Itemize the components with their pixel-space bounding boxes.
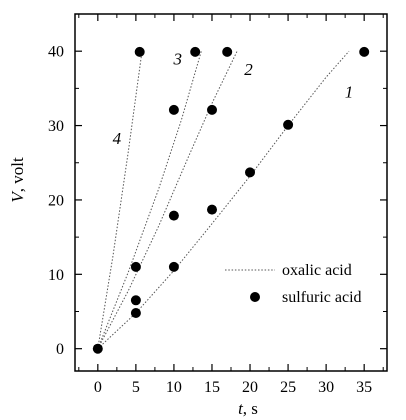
y-tick-label: 10 (48, 267, 64, 284)
y-tick-label: 20 (48, 192, 64, 209)
legend: oxalic acid sulfuric acid (225, 262, 362, 306)
data-point (130, 308, 141, 318)
x-tick-label: 20 (242, 379, 258, 396)
x-tick-label: 10 (166, 379, 182, 396)
data-point (130, 295, 141, 306)
y-tick-label: 30 (48, 118, 64, 135)
data-point (168, 104, 179, 115)
y-axis-var: V (8, 190, 27, 203)
points-layer (92, 46, 370, 354)
legend-sulfuric-marker (250, 292, 260, 302)
data-point (283, 119, 294, 130)
data-point (130, 261, 141, 272)
curve-label-3: 3 (172, 50, 182, 69)
plot-frame (74, 13, 388, 372)
x-axis-unit: , s (243, 399, 258, 418)
curve-label-4: 4 (113, 129, 122, 148)
data-point (222, 46, 233, 57)
data-point (92, 343, 103, 354)
y-tick-label: 40 (48, 44, 64, 61)
curve-3 (97, 51, 202, 349)
legend-oxalic-label: oxalic acid (282, 262, 352, 279)
x-tick-label: 35 (356, 379, 372, 396)
x-tick-label: 30 (318, 379, 334, 396)
curves-layer (97, 50, 350, 350)
legend-sulfuric-label: sulfuric acid (282, 289, 362, 306)
y-axis-unit: , volt (8, 157, 27, 192)
data-point (168, 210, 179, 221)
curve-label-2: 2 (244, 60, 253, 79)
data-point (190, 46, 201, 57)
data-point (207, 204, 217, 215)
data-point (207, 104, 217, 115)
x-tick-label: 0 (94, 379, 102, 396)
curve-2 (97, 50, 238, 349)
curve-label-1: 1 (345, 82, 354, 101)
x-axis-title: t, s (238, 399, 258, 418)
data-point (134, 46, 145, 57)
x-tick-label: 5 (132, 379, 140, 396)
curve-labels-layer: 1 2 3 4 (113, 50, 354, 149)
x-tick-label: 15 (204, 379, 220, 396)
data-point (168, 261, 179, 272)
data-point (359, 46, 370, 57)
x-tick-label: 25 (280, 379, 296, 396)
y-axis-title: V, volt (8, 157, 27, 203)
curve-4 (97, 51, 143, 349)
ticks-layer: 0 5 10 15 20 25 30 35 0 10 20 30 40 (48, 13, 387, 396)
y-tick-label: 0 (56, 341, 64, 358)
data-point (245, 167, 255, 178)
x-axis-var: t (238, 399, 244, 418)
